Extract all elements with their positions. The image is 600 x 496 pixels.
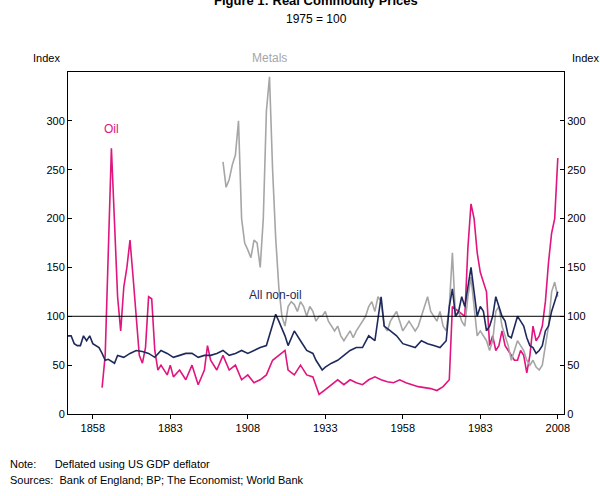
svg-text:1933: 1933 <box>313 422 337 434</box>
svg-text:200: 200 <box>46 212 64 224</box>
svg-text:Index: Index <box>572 52 599 64</box>
svg-text:All non-oil: All non-oil <box>249 288 302 302</box>
svg-text:300: 300 <box>46 115 64 127</box>
svg-text:1908: 1908 <box>236 422 260 434</box>
svg-text:300: 300 <box>567 115 585 127</box>
svg-text:Note: Deflated using US G: Note: Deflated using US GDP deflator <box>10 458 210 470</box>
svg-text:Oil: Oil <box>104 122 119 136</box>
svg-text:1858: 1858 <box>81 422 105 434</box>
svg-text:2008: 2008 <box>546 422 570 434</box>
svg-text:Sources: Bank of England; BP;: Sources: Bank of England; BP; The Econom… <box>10 474 304 486</box>
svg-text:Figure 1: Real Commodity Price: Figure 1: Real Commodity Prices <box>214 0 418 8</box>
svg-text:0: 0 <box>59 408 65 420</box>
svg-text:50: 50 <box>53 359 65 371</box>
svg-text:200: 200 <box>567 212 585 224</box>
svg-text:0: 0 <box>567 408 573 420</box>
svg-text:1883: 1883 <box>158 422 182 434</box>
svg-text:100: 100 <box>46 310 64 322</box>
svg-text:150: 150 <box>46 261 64 273</box>
svg-text:250: 250 <box>567 164 585 176</box>
svg-text:1983: 1983 <box>468 422 492 434</box>
svg-text:50: 50 <box>567 359 579 371</box>
svg-text:1958: 1958 <box>391 422 415 434</box>
svg-text:150: 150 <box>567 261 585 273</box>
svg-text:1975 = 100: 1975 = 100 <box>286 12 347 26</box>
svg-text:Index: Index <box>33 52 60 64</box>
svg-text:250: 250 <box>46 164 64 176</box>
svg-text:100: 100 <box>567 310 585 322</box>
svg-text:Metals: Metals <box>252 51 287 65</box>
